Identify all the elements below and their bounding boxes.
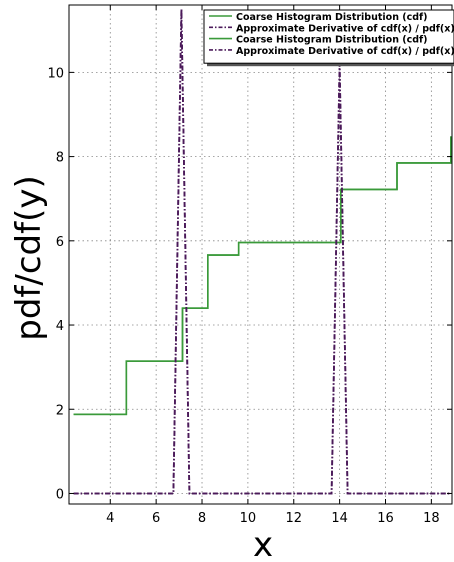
legend-entry: Coarse Histogram Distribution (cdf) bbox=[236, 35, 428, 46]
y-tick-label: 0 bbox=[56, 487, 64, 502]
series-line-4 bbox=[73, 9, 451, 495]
series-line-1 bbox=[73, 136, 452, 416]
legend-entry: Coarse Histogram Distribution (cdf) bbox=[236, 12, 428, 23]
legend-box bbox=[203, 9, 454, 64]
x-tick-label: 12 bbox=[285, 511, 302, 526]
axis-ticks: 4 6 8 10 12 14 16 18 0 2 4 6 8 10 bbox=[47, 5, 452, 526]
x-tick-label: 6 bbox=[152, 511, 160, 526]
x-tick-label: 18 bbox=[423, 511, 440, 526]
x-tick-label: 8 bbox=[198, 511, 206, 526]
x-tick-label: 10 bbox=[240, 511, 257, 526]
x-tick-label: 4 bbox=[106, 511, 114, 526]
grid bbox=[69, 5, 452, 504]
y-tick-label: 10 bbox=[47, 66, 64, 81]
x-tick-label: 16 bbox=[377, 511, 394, 526]
series-line-2 bbox=[73, 9, 451, 495]
legend-entry: Approximate Derivative of cdf(x) / pdf(x… bbox=[236, 46, 454, 57]
legend: Coarse Histogram Distribution (cdf)Appro… bbox=[203, 9, 454, 67]
y-tick-label: 6 bbox=[56, 235, 64, 250]
legend-entry: Approximate Derivative of cdf(x) / pdf(x… bbox=[236, 23, 454, 34]
x-tick-label: 14 bbox=[331, 511, 348, 526]
plot-frame bbox=[68, 4, 453, 505]
series-lines bbox=[73, 9, 452, 495]
series-line-3 bbox=[73, 136, 452, 416]
y-tick-label: 8 bbox=[56, 151, 64, 166]
y-axis-label: pdf/cdf(y) bbox=[9, 175, 49, 340]
y-tick-label: 2 bbox=[56, 403, 64, 418]
x-axis-label: x bbox=[253, 525, 273, 562]
y-tick-label: 4 bbox=[56, 319, 64, 334]
